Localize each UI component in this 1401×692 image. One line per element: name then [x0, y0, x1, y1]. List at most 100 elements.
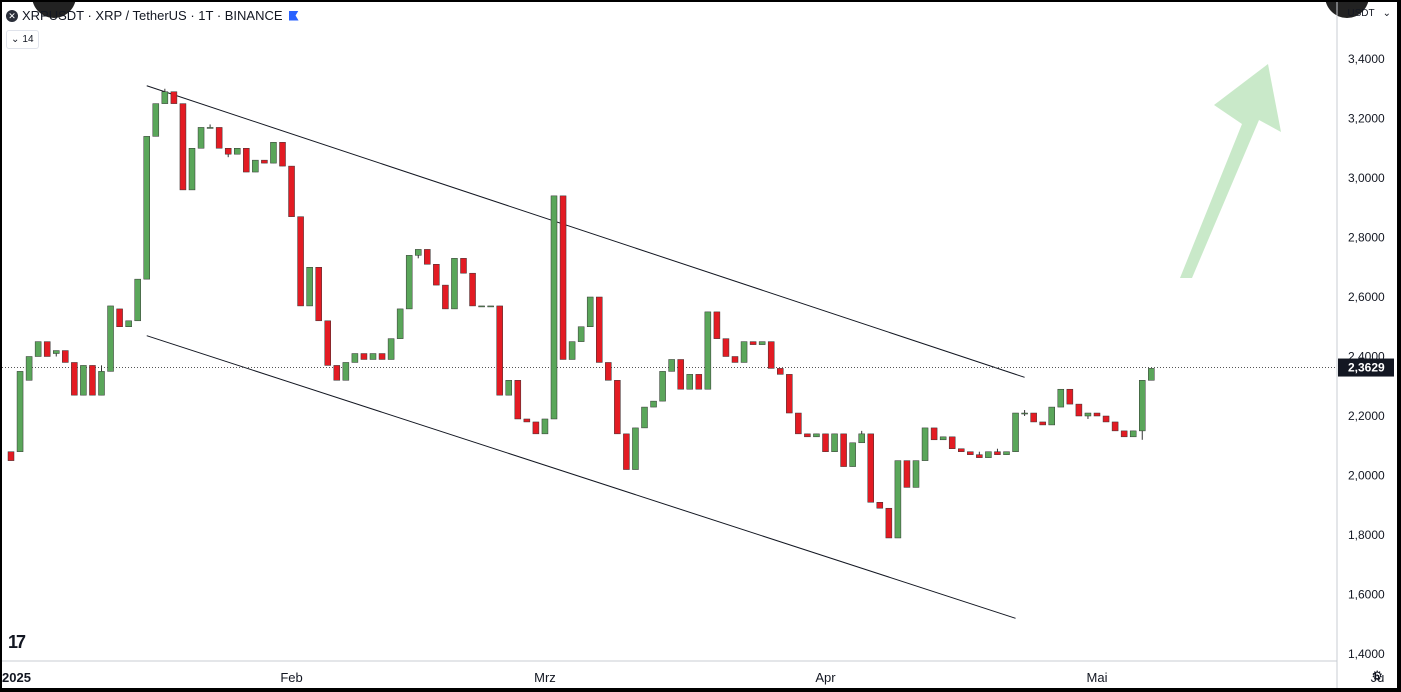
candle — [1030, 412, 1037, 423]
candle — [523, 418, 531, 423]
candle-body — [659, 371, 666, 402]
y-tick-label: 2,6000 — [1348, 290, 1385, 304]
candle — [1039, 421, 1046, 426]
candle — [577, 326, 585, 342]
flag-icon[interactable] — [288, 10, 299, 21]
candle-body — [80, 365, 87, 396]
candle — [623, 433, 630, 470]
y-tick-label: 1,4000 — [1348, 647, 1385, 661]
candle — [559, 195, 567, 360]
candle — [804, 433, 811, 438]
candle — [894, 460, 902, 539]
channel-upper-line[interactable] — [146, 85, 1025, 378]
candle-body — [1129, 430, 1137, 438]
candle-body — [1120, 430, 1128, 438]
candle-body — [704, 311, 712, 390]
candle — [858, 430, 865, 444]
candle-body — [948, 436, 956, 449]
candle-body — [478, 305, 485, 308]
candle-body — [179, 103, 187, 191]
tradingview-logo-icon[interactable]: 17 — [8, 632, 26, 652]
candle-body — [740, 341, 748, 363]
candle — [279, 142, 286, 167]
settings-gear-icon[interactable]: ⚙ — [1371, 668, 1383, 683]
candle — [415, 249, 422, 259]
candle — [487, 305, 494, 308]
candle — [469, 272, 476, 307]
candle-body — [686, 374, 693, 390]
candle-body — [505, 380, 512, 396]
currency-select[interactable]: USDT ⌄ — [1347, 8, 1391, 19]
candle-body — [831, 433, 838, 452]
y-tick-label: 1,8000 — [1348, 528, 1385, 542]
candle-body — [1012, 412, 1019, 452]
candle — [767, 341, 775, 369]
candle-body — [306, 267, 313, 307]
candle-body — [116, 308, 123, 327]
x-tick-label: Ju — [1371, 670, 1385, 685]
candle — [930, 427, 938, 441]
candle — [740, 341, 748, 363]
candle-body — [53, 350, 60, 354]
candle-body — [623, 433, 630, 470]
y-tick-label: 3,2000 — [1348, 112, 1385, 126]
candle-body — [912, 460, 920, 488]
candle-body — [804, 433, 811, 438]
candle-body — [224, 148, 232, 155]
candle — [976, 451, 983, 458]
indicator-toggle[interactable]: ⌄ 14 — [6, 30, 39, 49]
y-tick-label: 2,8000 — [1348, 231, 1385, 245]
candle-body — [206, 127, 214, 129]
candle — [641, 406, 648, 429]
candle — [143, 136, 150, 280]
candle-body — [487, 305, 494, 308]
candle — [650, 400, 657, 408]
candle — [568, 341, 576, 360]
chevron-down-icon: ⌄ — [1382, 8, 1391, 19]
candle-body — [25, 356, 33, 381]
candle — [1048, 406, 1055, 426]
candle-body — [451, 258, 458, 310]
candle — [116, 308, 123, 327]
symbol-header[interactable]: ✕ XRPUSDT · XRP / TetherUS · 1T · BINANC… — [6, 8, 299, 23]
candle — [306, 267, 313, 307]
candle — [7, 451, 15, 461]
y-tick-label: 3,0000 — [1348, 171, 1385, 185]
candle — [197, 127, 205, 149]
overlay-blob-left — [32, 2, 76, 18]
candle-body — [550, 195, 558, 420]
candle-body — [1093, 412, 1101, 417]
candle-body — [333, 365, 341, 381]
candle-body — [731, 356, 739, 363]
channel-lower-line[interactable] — [146, 335, 1016, 619]
candle — [1139, 380, 1146, 440]
candle-body — [885, 507, 893, 539]
candle-body — [641, 406, 648, 429]
candle-body — [460, 258, 467, 274]
chevron-down-icon: ⌄ — [11, 34, 20, 45]
candle-body — [903, 460, 911, 488]
candle-body — [568, 341, 576, 360]
candle-body — [161, 91, 169, 104]
candle-body — [71, 362, 78, 396]
candle — [315, 267, 322, 322]
indicator-value: 14 — [22, 34, 34, 45]
candle-body — [288, 165, 295, 217]
candle — [695, 374, 703, 390]
candle-body — [1084, 412, 1092, 417]
candle-body — [16, 371, 24, 452]
candle-body — [858, 433, 865, 444]
candle-body — [125, 320, 132, 327]
candle — [786, 374, 793, 414]
candle — [134, 278, 141, 322]
candle — [1148, 368, 1155, 381]
candle-body — [415, 249, 422, 256]
candle — [451, 258, 458, 310]
candle-body — [786, 374, 793, 414]
candle-body — [722, 338, 730, 357]
candle — [659, 371, 666, 402]
candle-body — [596, 296, 603, 363]
candle-body — [767, 341, 775, 369]
